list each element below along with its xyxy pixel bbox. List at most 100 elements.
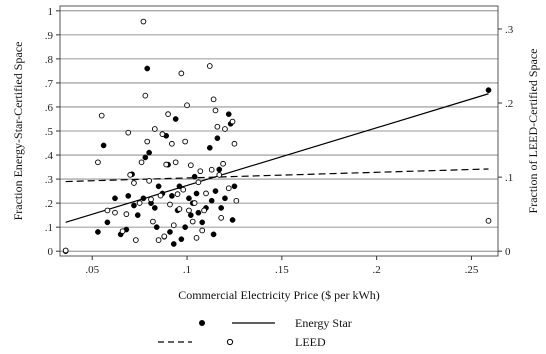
energy-star-point — [170, 241, 177, 247]
leed-point — [216, 172, 223, 178]
left-y-axis-label: Fraction Energy-Star-Certified Space — [11, 42, 25, 221]
leed-point — [119, 228, 126, 235]
energy-star-point — [485, 87, 492, 93]
right-y-axis: 0 .1 .2 .3 — [498, 24, 514, 258]
left-y-tick-label: .6 — [45, 102, 54, 114]
legend: Energy Star LEED — [158, 316, 352, 349]
leed-point — [214, 123, 221, 130]
x-axis-label: Commercial Electricity Price ($ per kWh) — [178, 288, 380, 302]
x-tick-label: .1 — [183, 264, 191, 276]
leed-point — [142, 92, 149, 99]
leed-point — [208, 166, 215, 173]
energy-star-point — [167, 229, 173, 235]
leed-point — [169, 140, 175, 147]
energy-star-point — [95, 229, 101, 235]
leed-point — [180, 186, 187, 193]
leed-point — [104, 207, 111, 214]
leed-point — [167, 201, 173, 208]
fit-lines — [65, 93, 489, 223]
energy-star-point — [222, 195, 228, 202]
energy-star-point — [146, 149, 152, 156]
leed-point — [112, 209, 118, 216]
leed-point — [231, 140, 238, 147]
energy-star-point — [172, 116, 179, 122]
leed-point — [163, 161, 170, 168]
x-tick-label: .15 — [275, 264, 289, 276]
leed-point — [138, 159, 145, 166]
x-tick-label: .25 — [465, 264, 479, 276]
leed-point — [174, 191, 181, 197]
leed-point — [218, 215, 225, 221]
data-points — [62, 18, 492, 255]
left-y-tick-label: .3 — [45, 174, 54, 186]
right-y-tick-label: .3 — [505, 24, 514, 36]
energy-star-point — [191, 173, 198, 180]
leed-point — [186, 207, 192, 214]
energy-star-point — [151, 205, 158, 211]
leed-point — [191, 200, 198, 206]
energy-star-point — [140, 195, 147, 202]
legend-energy-star-label: Energy Star — [295, 316, 352, 330]
energy-star-point — [199, 219, 206, 226]
leed-point — [155, 237, 162, 243]
leed-point — [187, 162, 194, 169]
leed-point — [159, 131, 166, 137]
leed-point — [210, 96, 217, 103]
energy-star-point — [210, 231, 217, 238]
leed-point — [220, 160, 226, 167]
leed-point — [136, 200, 143, 206]
leed-fit-line — [65, 168, 489, 183]
energy-star-point — [176, 183, 183, 190]
energy-star-point — [169, 193, 175, 199]
right-y-tick-label: .1 — [505, 172, 513, 184]
leed-point — [172, 159, 179, 166]
leed-point — [125, 129, 132, 136]
energy-star-point — [134, 212, 141, 218]
leed-point — [201, 207, 207, 214]
energy-star-point — [229, 217, 236, 223]
leed-point — [485, 217, 492, 224]
energy-star-point — [218, 205, 225, 211]
leed-point — [170, 222, 177, 229]
energy-star-point — [112, 195, 118, 202]
leed-point — [197, 168, 204, 175]
energy-star-point — [142, 154, 149, 161]
x-axis: .05 .1 .15 .2 .25 — [85, 256, 479, 276]
left-y-axis: 0 .1 .2 .3 .4 .5 .6 .7 .8 .9 1 — [45, 6, 60, 258]
leed-point — [233, 197, 240, 204]
legend-leed-label: LEED — [295, 335, 326, 349]
leed-point — [62, 247, 69, 254]
energy-star-point — [178, 236, 185, 243]
leed-point — [123, 211, 130, 217]
leed-point — [212, 107, 219, 114]
left-y-tick-label: 0 — [48, 246, 54, 258]
legend-leed-marker — [226, 338, 234, 346]
energy-star-point — [186, 195, 192, 202]
leed-point — [225, 185, 232, 192]
energy-star-point — [195, 209, 202, 216]
energy-star-point — [187, 212, 194, 218]
leed-point — [184, 102, 190, 109]
left-y-tick-label: .5 — [45, 126, 54, 138]
leed-point — [161, 233, 168, 240]
x-tick-label: .05 — [85, 264, 99, 276]
legend-energy-star-marker — [199, 320, 205, 326]
right-y-tick-label: 0 — [505, 246, 511, 258]
left-y-tick-label: .1 — [45, 222, 53, 234]
energy-star-point — [144, 65, 151, 72]
energy-star-point — [100, 142, 107, 149]
left-y-tick-label: 1 — [48, 6, 54, 18]
energy-star-point — [225, 111, 232, 118]
left-y-tick-label: .8 — [45, 54, 54, 66]
energy-star-point — [214, 135, 221, 142]
energy-star-fit-line — [65, 93, 489, 223]
leed-point — [165, 111, 171, 117]
leed-point — [178, 70, 185, 77]
x-tick-label: .2 — [373, 264, 381, 276]
leed-point — [206, 63, 213, 69]
leed-point — [127, 172, 134, 178]
leed-point — [95, 159, 101, 166]
leed-point — [229, 118, 236, 125]
leed-point — [182, 138, 188, 145]
leed-point — [131, 180, 137, 186]
